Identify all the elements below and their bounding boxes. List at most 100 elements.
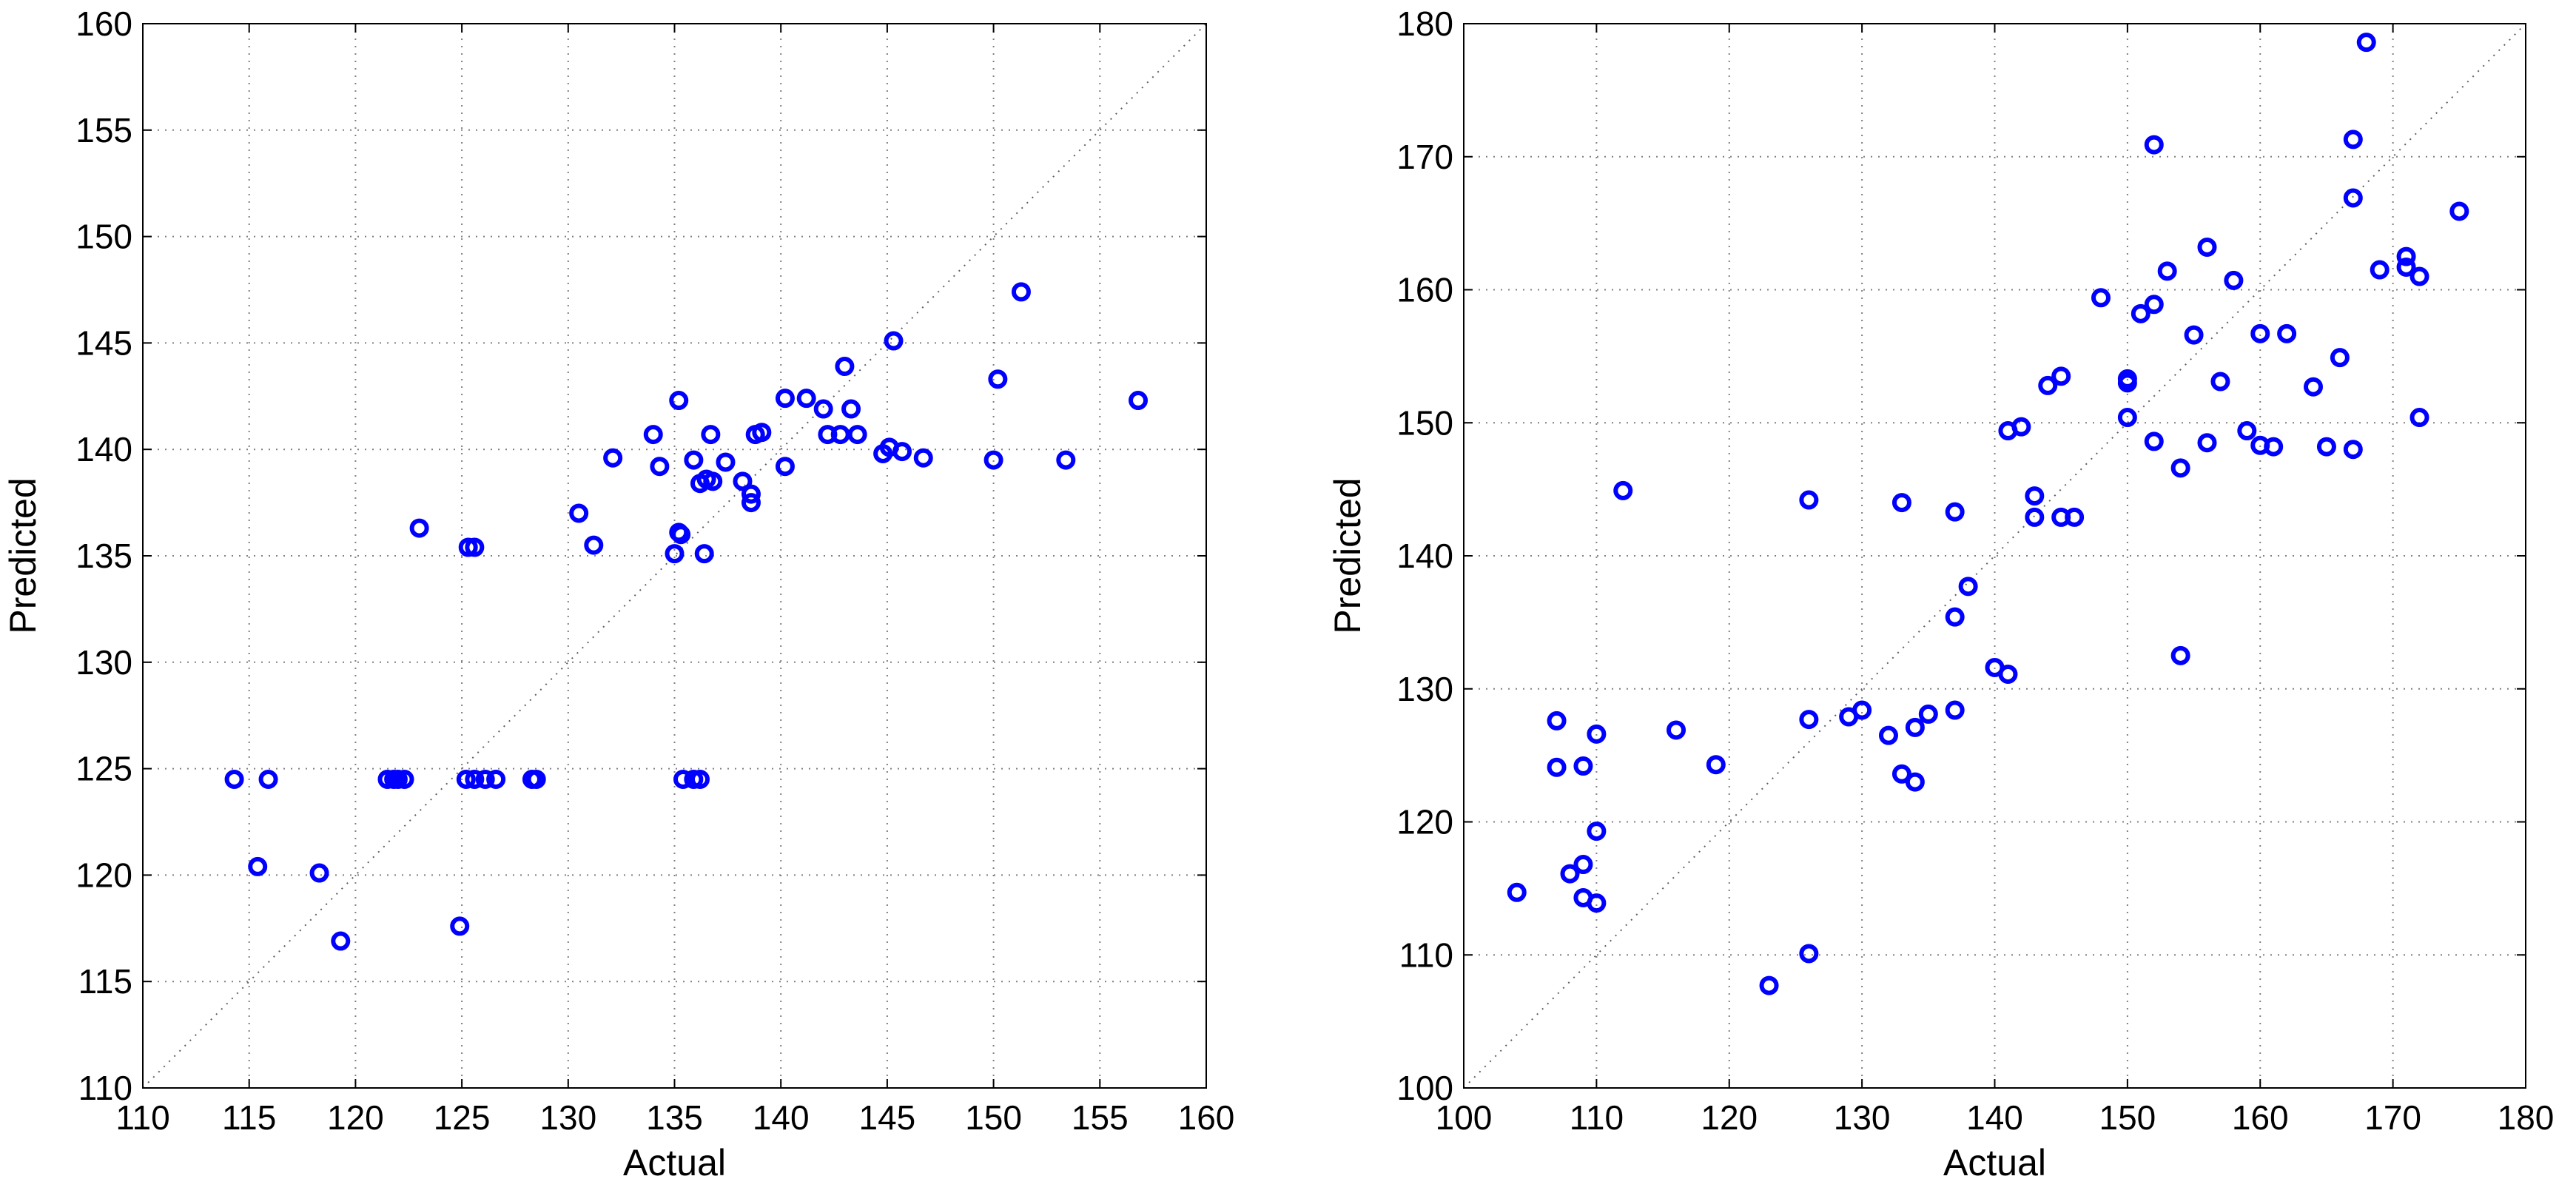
data-point xyxy=(1945,607,1965,627)
x-tick-label: 100 xyxy=(1436,1098,1493,1137)
data-point xyxy=(733,471,753,491)
data-point xyxy=(1958,577,1978,597)
y-tick-label: 160 xyxy=(1396,271,1453,309)
x-tick-label: 135 xyxy=(646,1098,703,1137)
y-tick-label: 100 xyxy=(1396,1069,1453,1107)
data-point xyxy=(1613,480,1633,500)
y-axis-label: Predicted xyxy=(2,477,44,634)
data-point xyxy=(752,423,772,443)
data-point xyxy=(2409,408,2429,428)
data-point xyxy=(2210,372,2230,392)
data-point xyxy=(716,452,736,472)
y-tick-label: 150 xyxy=(1396,403,1453,442)
data-point xyxy=(1573,855,1593,875)
data-point xyxy=(703,471,723,491)
x-tick-label: 160 xyxy=(1178,1098,1235,1137)
data-point xyxy=(2170,645,2190,665)
x-tick-label: 130 xyxy=(539,1098,596,1137)
x-tick-label: 120 xyxy=(1701,1098,1758,1137)
data-point xyxy=(388,769,408,789)
data-point xyxy=(603,448,623,468)
y-tick-label: 120 xyxy=(75,856,132,894)
data-point xyxy=(2343,130,2363,150)
data-point xyxy=(1891,493,1911,513)
x-tick-label: 160 xyxy=(2232,1098,2289,1137)
data-point xyxy=(458,537,478,557)
data-point xyxy=(841,399,861,419)
x-tick-label: 125 xyxy=(434,1098,491,1137)
data-point xyxy=(409,518,429,538)
data-point xyxy=(2144,431,2164,451)
x-tick-label: 115 xyxy=(222,1098,276,1137)
data-point xyxy=(486,769,506,789)
y-tick-label: 130 xyxy=(1396,670,1453,708)
data-point xyxy=(475,769,495,789)
data-point xyxy=(2144,295,2164,315)
data-point xyxy=(684,450,704,470)
data-point xyxy=(2011,417,2031,437)
data-point xyxy=(983,450,1003,470)
data-point xyxy=(2117,373,2137,393)
data-point xyxy=(450,916,470,936)
data-point xyxy=(892,442,912,462)
y-tick-label: 130 xyxy=(75,643,132,682)
plot-frame xyxy=(1463,23,2526,1089)
data-point xyxy=(2316,437,2336,457)
data-point xyxy=(2356,33,2376,53)
scatter-panel-left: 110 115 120 125 130 135 140 145 150 155 160 110 115 1… xyxy=(2,4,1234,1183)
data-point xyxy=(2237,421,2257,441)
data-point xyxy=(1852,700,1872,720)
data-point xyxy=(1587,893,1607,913)
x-tick-label: 120 xyxy=(327,1098,384,1137)
data-point xyxy=(248,856,268,876)
data-point xyxy=(1129,391,1149,411)
data-point xyxy=(665,544,685,564)
data-point xyxy=(2144,135,2164,155)
x-tick-label: 140 xyxy=(753,1098,810,1137)
data-point xyxy=(671,525,691,545)
y-tick-label: 180 xyxy=(1396,4,1453,43)
data-point xyxy=(1799,944,1819,964)
y-tick-label: 145 xyxy=(75,323,132,362)
data-point xyxy=(1706,755,1726,775)
y-tick-label: 140 xyxy=(75,430,132,468)
data-point xyxy=(830,425,850,445)
data-point xyxy=(2330,348,2350,368)
x-tick-label: 130 xyxy=(1834,1098,1891,1137)
data-point xyxy=(988,369,1008,389)
data-point xyxy=(1945,700,1965,720)
data-point xyxy=(2396,257,2416,277)
data-point xyxy=(331,931,351,951)
data-point xyxy=(813,399,833,419)
y-tick-label: 160 xyxy=(75,4,132,43)
data-point xyxy=(2051,366,2071,386)
data-point xyxy=(526,769,546,789)
data-point xyxy=(465,769,485,789)
data-point xyxy=(584,535,604,555)
y-tick-label: 120 xyxy=(1396,803,1453,841)
data-point xyxy=(1998,664,2018,684)
identity-line xyxy=(1463,23,2526,1089)
data-point xyxy=(2184,325,2204,345)
data-point xyxy=(2117,408,2137,428)
data-point xyxy=(1905,772,1925,792)
data-point xyxy=(2131,303,2150,323)
data-point xyxy=(1905,717,1925,737)
data-point xyxy=(2197,237,2217,257)
data-point xyxy=(847,425,867,445)
data-point xyxy=(224,769,244,789)
y-tick-label: 140 xyxy=(1396,537,1453,575)
x-tick-label: 180 xyxy=(2498,1098,2555,1137)
y-axis-label: Predicted xyxy=(1327,477,1368,634)
x-axis-label: Actual xyxy=(1943,1142,2046,1183)
data-point xyxy=(2038,375,2058,395)
data-point xyxy=(1547,710,1567,730)
data-point xyxy=(569,503,589,523)
data-point xyxy=(835,357,855,377)
y-tick-label: 110 xyxy=(1399,935,1453,974)
data-point xyxy=(643,425,663,445)
data-point xyxy=(2025,486,2045,506)
data-point xyxy=(2224,270,2244,290)
data-point xyxy=(258,769,278,789)
data-point xyxy=(2170,458,2190,478)
